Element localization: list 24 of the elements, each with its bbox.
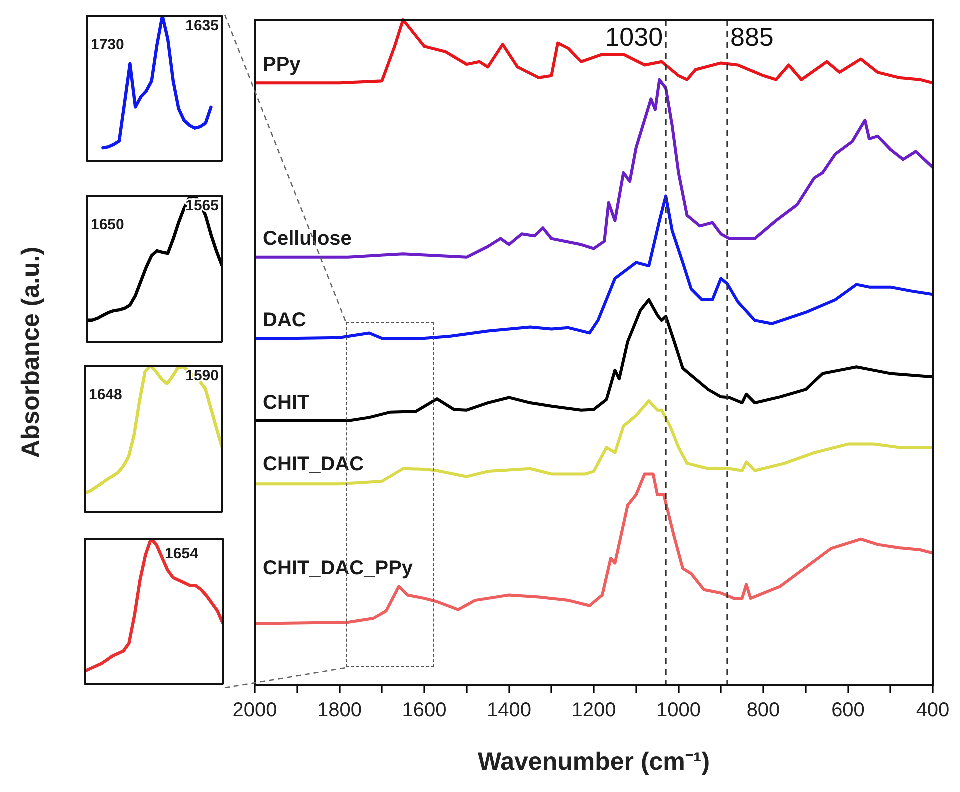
x-axis-title: Wavenumber (cm⁻¹) (478, 748, 710, 776)
annotation: 1730 (91, 36, 124, 54)
x-tick-label: 1600 (402, 700, 447, 722)
x-tick-label: 1800 (318, 700, 362, 722)
series-label: Cellulose (263, 228, 352, 250)
y-axis-title: Absorbance (a.u.) (16, 246, 45, 458)
x-tick-label: 800 (746, 700, 780, 722)
x-tick-label: 600 (832, 700, 865, 722)
x-tick-label: 1400 (487, 700, 532, 722)
x-tick-label: 400 (916, 700, 950, 722)
series-label: CHIT_DAC (263, 453, 364, 476)
ref-line-label: 885 (730, 22, 774, 52)
ref-line-label: 1030 (605, 22, 664, 52)
annotation: 1648 (89, 386, 122, 404)
x-tick-label: 1000 (656, 700, 701, 722)
annotation: 1635 (186, 18, 219, 35)
series-label: DAC (263, 309, 306, 332)
annotation: 1650 (91, 216, 124, 234)
x-tick-label: 2000 (232, 700, 278, 722)
series-label: CHIT (263, 392, 310, 414)
series-label: CHIT_DAC_PPy (263, 558, 414, 580)
series-label: PPy (263, 54, 302, 76)
x-tick-label: 1200 (572, 700, 616, 722)
annotation: 1654 (165, 546, 200, 563)
